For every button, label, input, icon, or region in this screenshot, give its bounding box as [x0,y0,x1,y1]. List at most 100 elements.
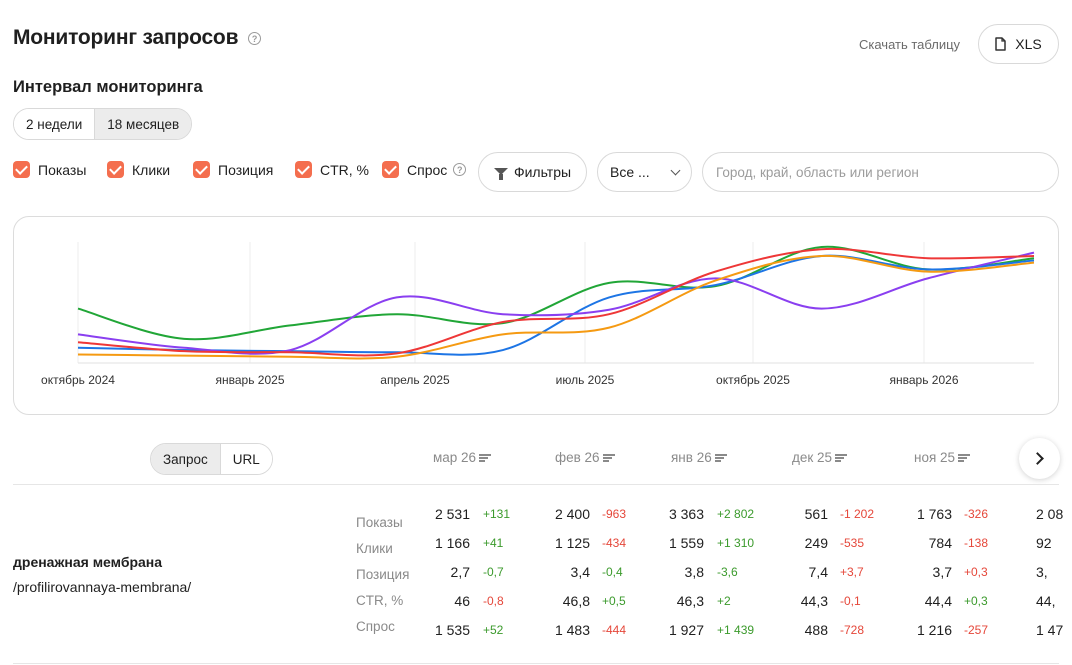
chart-series-line-0 [77,245,1035,341]
metric-label: Клики [356,541,393,556]
xls-button[interactable]: XLS [978,24,1059,64]
table-cell-delta: -444 [602,623,627,637]
table-cell-value: 46,8 [562,593,590,609]
table-cell-value: 249 [804,535,828,551]
checkbox-demand-box[interactable] [382,161,399,178]
table-cell-value: 1 166 [434,535,470,551]
sort-icon[interactable] [714,453,727,462]
x-tick-label: апрель 2025 [380,373,450,387]
table-cell-value: 3,7 [932,564,952,580]
sort-icon[interactable] [835,453,848,462]
x-tick-label: январь 2025 [216,373,285,387]
table-cell-value: 2 08 [1036,506,1064,522]
checkbox-clicks-box[interactable] [107,161,124,178]
table-cell-delta: +1 310 [717,536,755,550]
column-header[interactable]: дек 25 [792,450,848,465]
column-header-label: фев 26 [555,450,600,465]
interval-18-months[interactable]: 18 месяцев [94,109,192,139]
chart-series-line-1 [77,254,1035,356]
interval-title: Интервал мониторинга [13,78,203,96]
table-cell-value: 1 125 [554,535,590,551]
table-cell-delta: -0,1 [840,594,861,608]
column-header[interactable]: фев 26 [555,450,615,465]
x-tick-label: июль 2025 [556,373,615,387]
table-cell-value: 1 216 [916,622,952,638]
table-cell-value: 1 927 [668,622,704,638]
table-cell-delta: -0,7 [483,565,504,579]
column-header-label: дек 25 [792,450,833,465]
column-header[interactable]: янв 26 [671,450,727,465]
device-select-value: Все ... [610,164,650,180]
table-cell-delta: +0,3 [964,594,988,608]
table-bottom-divider [13,663,1059,664]
region-input[interactable] [702,152,1059,192]
table-cell-value: 561 [804,506,828,522]
table-cell-value: 44,3 [800,593,828,609]
query-url[interactable]: /profilirovannaya-membrana/ [13,579,192,595]
filters-button[interactable]: Фильтры [478,152,587,192]
checkbox-demand[interactable]: Спрос ? [382,161,467,178]
sort-icon[interactable] [479,453,492,462]
x-tick-label: октябрь 2025 [716,373,790,387]
table-cell-delta: -728 [840,623,865,637]
table-cell-delta: +131 [483,507,511,521]
checkbox-shows-box[interactable] [13,161,30,178]
table-cell-delta: -1 202 [840,507,875,521]
table-cell-value: 46,3 [676,593,704,609]
sort-icon[interactable] [958,453,971,462]
table-cell-value: 1 763 [916,506,952,522]
table-cell-delta: +1 439 [717,623,755,637]
interval-2-weeks[interactable]: 2 недели [14,109,95,139]
table-mode-switch: Запрос URL [150,443,273,475]
table-cell-value: 2 400 [554,506,590,522]
table-cell-value: 1 559 [668,535,704,551]
table-cell-delta: +2 [717,594,731,608]
checkbox-ctr[interactable]: CTR, % [295,161,369,178]
interval-switch: 2 недели 18 месяцев [13,108,193,140]
table-cell-delta: +0,5 [602,594,626,608]
table-cell-value: 1 483 [554,622,590,638]
table-cell-delta: -257 [964,623,989,637]
xls-label: XLS [1015,36,1042,52]
checkbox-shows[interactable]: Показы [13,161,86,178]
table-cell-value: 784 [928,535,952,551]
sort-icon[interactable] [602,453,615,462]
demand-help-icon[interactable]: ? [453,163,467,176]
checkbox-position[interactable]: Позиция [193,161,273,178]
table-cell-value: 1 535 [434,622,470,638]
table-cell-delta: +41 [483,536,504,550]
table-cell-value: 46 [454,593,470,609]
table-cell-value: 2 531 [434,506,470,522]
table-cell-delta: +0,3 [964,565,988,579]
metric-label: Позиция [356,567,410,582]
filters-label: Фильтры [513,164,572,180]
table-cell-value: 7,4 [808,564,828,580]
table-cell-delta: +52 [483,623,504,637]
table-divider [13,484,1059,485]
checkbox-position-box[interactable] [193,161,210,178]
checkbox-position-label: Позиция [218,161,274,178]
table-cell-value: 3 363 [668,506,704,522]
checkbox-clicks-label: Клики [132,161,171,178]
x-tick-label: январь 2026 [890,373,959,387]
filter-icon [493,167,508,180]
download-table-link[interactable]: Скачать таблицу [859,37,961,52]
column-header-label: янв 26 [671,450,712,465]
table-cell-value: 3,8 [684,564,704,580]
column-header[interactable]: ноя 25 [914,450,971,465]
table-cell-delta: -138 [964,536,989,550]
mode-query[interactable]: Запрос [151,444,220,474]
table-cell-delta: -326 [964,507,989,521]
mode-url[interactable]: URL [219,444,272,474]
chart-series-line-4 [77,254,1035,360]
column-header[interactable]: мар 26 [433,450,492,465]
query-name: дренажная мембрана [13,554,163,570]
table-cell-delta: -535 [840,536,865,550]
checkbox-ctr-box[interactable] [295,161,312,178]
next-columns-button[interactable] [1019,438,1060,479]
device-select[interactable]: Все ... [597,152,692,192]
table-cell-delta: -3,6 [717,565,738,579]
help-icon[interactable]: ? [248,32,261,45]
file-icon [995,37,1007,51]
checkbox-clicks[interactable]: Клики [107,161,170,178]
